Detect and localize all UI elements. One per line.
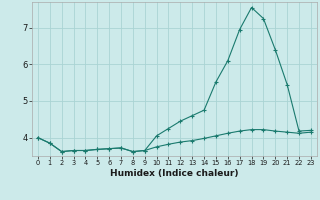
X-axis label: Humidex (Indice chaleur): Humidex (Indice chaleur) <box>110 169 239 178</box>
